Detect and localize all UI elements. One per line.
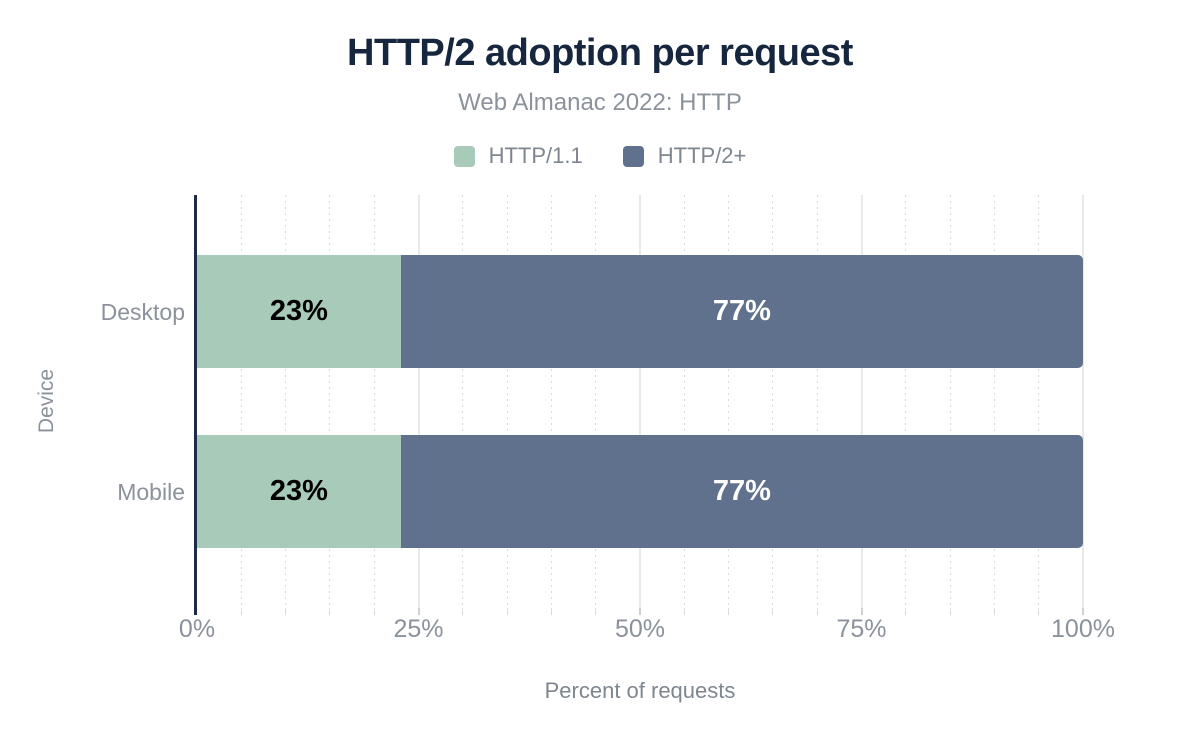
x-axis-title: Percent of requests: [544, 678, 736, 703]
x-tick-mark: [816, 608, 818, 615]
bar-value-label: 77%: [712, 295, 771, 327]
plot-area: 23% 77% 23% 77%: [194, 195, 1084, 615]
x-tick-mark: [772, 608, 774, 615]
x-tick-mark: [639, 608, 641, 615]
legend-item: HTTP/1.1: [453, 143, 583, 169]
bar-row: 23% 77%: [197, 255, 1083, 368]
x-tick-mark: [595, 608, 597, 615]
gridline-minor: [949, 195, 951, 608]
x-tick-mark: [949, 608, 951, 615]
gridline-minor: [728, 195, 730, 608]
gridline-minor: [772, 195, 774, 608]
x-tick-mark: [1082, 608, 1084, 615]
bar-segment-http2: 77%: [400, 255, 1083, 368]
bar-row: 23% 77%: [197, 435, 1083, 548]
category-label: Mobile: [117, 478, 185, 505]
x-tick-label: 50%: [614, 615, 666, 643]
bar-segment-http2: 77%: [400, 435, 1083, 548]
x-tick-mark: [683, 608, 685, 615]
gridline-minor: [595, 195, 597, 608]
gridline-minor: [550, 195, 552, 608]
gridline-minor: [683, 195, 685, 608]
gridline-minor: [993, 195, 995, 608]
x-tick-mark: [860, 608, 863, 615]
x-tick-mark: [194, 608, 197, 615]
gridline-minor: [240, 195, 242, 608]
chart-subtitle: Web Almanac 2022: HTTP: [458, 89, 742, 116]
bar-segment-http11: 23%: [197, 255, 401, 368]
bar-segment-http11: 23%: [197, 435, 401, 548]
x-tick-mark: [373, 608, 375, 615]
x-tick-mark: [728, 608, 730, 615]
bar-value-label: 23%: [269, 295, 328, 327]
gridline-minor: [373, 195, 375, 608]
gridline-minor: [285, 195, 287, 608]
gridline-minor: [1038, 195, 1040, 608]
gridline-major: [1082, 195, 1084, 608]
x-tick-mark: [329, 608, 331, 615]
gridline-minor: [329, 195, 331, 608]
legend-swatch: [622, 145, 644, 167]
legend-label: HTTP/2+: [657, 143, 747, 168]
x-tick-mark: [550, 608, 552, 615]
y-axis-line: [194, 195, 197, 615]
x-tick-mark: [285, 608, 287, 615]
gridline-major: [860, 195, 863, 608]
x-tick-mark: [462, 608, 464, 615]
x-tick-label: 100%: [1051, 615, 1115, 643]
legend: HTTP/1.1 HTTP/2+: [0, 143, 1200, 169]
gridline-major: [639, 195, 641, 608]
chart-title: HTTP/2 adoption per request: [347, 32, 853, 74]
x-tick-label: 25%: [393, 615, 444, 643]
x-tick-mark: [506, 608, 508, 615]
x-tick-label: 0%: [178, 615, 216, 643]
x-tick-mark: [417, 608, 420, 615]
gridline-minor: [816, 195, 818, 608]
bar-value-label: 77%: [712, 475, 771, 507]
category-label: Desktop: [100, 298, 185, 325]
gridline-minor: [506, 195, 508, 608]
x-tick-mark: [240, 608, 242, 615]
gridline-minor: [462, 195, 464, 608]
x-tick-mark: [1038, 608, 1040, 615]
y-axis-title: Device: [35, 368, 58, 434]
legend-item: HTTP/2+: [622, 143, 747, 169]
legend-swatch: [453, 145, 475, 167]
bar-value-label: 23%: [269, 475, 328, 507]
legend-label: HTTP/1.1: [488, 143, 583, 168]
x-tick-label: 75%: [836, 615, 887, 643]
gridline-major: [417, 195, 420, 608]
x-tick-mark: [993, 608, 995, 615]
x-tick-mark: [905, 608, 907, 615]
gridline-minor: [905, 195, 907, 608]
